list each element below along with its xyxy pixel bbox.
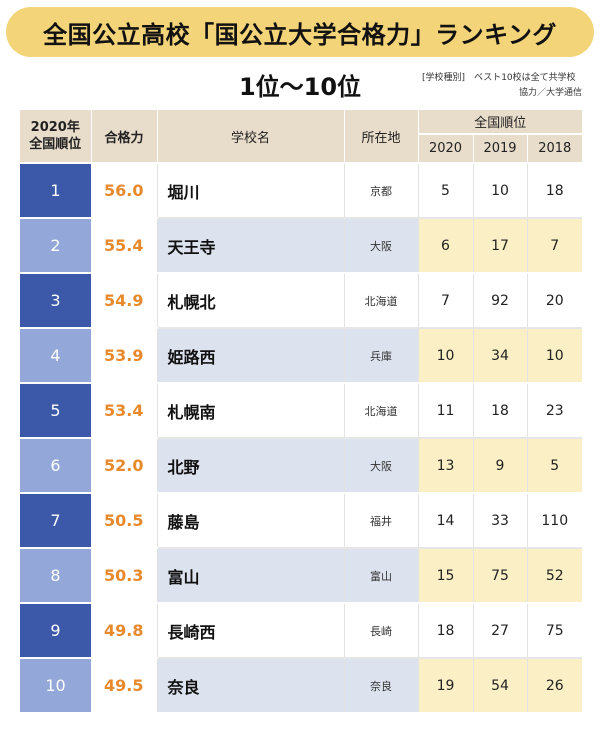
- location-cell: 兵庫: [343, 328, 418, 384]
- score-cell: 52.0: [91, 438, 157, 494]
- rank-2020-cell: 7: [417, 273, 473, 329]
- location-cell: 大阪: [343, 218, 418, 274]
- location-cell: 大阪: [343, 438, 418, 494]
- score-cell: 53.4: [91, 383, 157, 439]
- rank-2018-cell: 7: [526, 218, 583, 274]
- school-name-cell: 藤島: [156, 493, 344, 549]
- rank-2018-cell: 20: [526, 273, 583, 329]
- rank-2019-cell: 9: [472, 438, 527, 494]
- table-row: 5 53.4 札幌南 北海道 11 18 23: [20, 383, 583, 439]
- header-rank-year: 2020年: [30, 120, 80, 135]
- rank-2019-cell: 33: [472, 493, 527, 549]
- rank-2019-cell: 18: [472, 383, 527, 439]
- school-name-cell: 堀川: [156, 163, 344, 219]
- header-location: 所在地: [343, 110, 418, 164]
- score-cell: 56.0: [91, 163, 157, 219]
- score-cell: 49.8: [91, 603, 157, 659]
- rank-cell: 2: [20, 218, 91, 274]
- table-row: 4 53.9 姫路西 兵庫 10 34 10: [20, 328, 583, 384]
- rank-2018-cell: 18: [526, 163, 583, 219]
- header-years-row: 2020 2019 2018: [20, 134, 583, 164]
- rank-2020-cell: 10: [417, 328, 473, 384]
- table-row: 8 50.3 富山 富山 15 75 52: [20, 548, 583, 604]
- rank-cell: 3: [20, 273, 91, 329]
- ranking-table: 2020年 全国順位 合格力 学校名 所在地 全国順位 2020 2019 20…: [20, 110, 583, 714]
- rank-2019-cell: 17: [472, 218, 527, 274]
- score-cell: 49.5: [91, 658, 157, 714]
- table-row: 7 50.5 藤島 福井 14 33 110: [20, 493, 583, 549]
- rank-2019-cell: 10: [472, 163, 527, 219]
- header-score: 合格力: [90, 110, 157, 164]
- rank-2020-cell: 6: [417, 218, 473, 274]
- rank-2018-cell: 5: [526, 438, 583, 494]
- rank-cell: 6: [20, 438, 91, 494]
- rank-cell: 10: [20, 658, 91, 714]
- rank-cell: 8: [20, 548, 91, 604]
- header-2020-rank: 2020年 全国順位: [20, 110, 91, 164]
- location-cell: 北海道: [343, 383, 418, 439]
- header-year-2018: 2018: [526, 134, 583, 164]
- table-row: 6 52.0 北野 大阪 13 9 5: [20, 438, 583, 494]
- score-cell: 54.9: [91, 273, 157, 329]
- rank-2020-cell: 13: [417, 438, 473, 494]
- school-name-cell: 富山: [156, 548, 344, 604]
- score-cell: 50.5: [91, 493, 157, 549]
- rank-2020-cell: 18: [417, 603, 473, 659]
- header-national-rank: 全国順位: [417, 110, 583, 135]
- table-row: 2 55.4 天王寺 大阪 6 17 7: [20, 218, 583, 274]
- location-cell: 福井: [343, 493, 418, 549]
- header-year-2020: 2020: [417, 134, 473, 164]
- rank-2019-cell: 92: [472, 273, 527, 329]
- rank-2019-cell: 27: [472, 603, 527, 659]
- rank-2020-cell: 14: [417, 493, 473, 549]
- location-cell: 京都: [343, 163, 418, 219]
- school-name-cell: 姫路西: [156, 328, 344, 384]
- school-name-cell: 北野: [156, 438, 344, 494]
- rank-cell: 4: [20, 328, 91, 384]
- school-name-cell: 奈良: [156, 658, 344, 714]
- note-school-type: [学校種別] ベスト10校は全て共学校: [422, 73, 576, 83]
- location-cell: 北海道: [343, 273, 418, 329]
- location-cell: 奈良: [343, 658, 418, 714]
- rank-2018-cell: 110: [526, 493, 583, 549]
- rank-2020-cell: 15: [417, 548, 473, 604]
- school-name-cell: 札幌南: [156, 383, 344, 439]
- rank-2018-cell: 52: [526, 548, 583, 604]
- table-row: 10 49.5 奈良 奈良 19 54 26: [20, 658, 583, 714]
- header-school-name: 学校名: [156, 110, 344, 164]
- score-cell: 53.9: [91, 328, 157, 384]
- table-row: 9 49.8 長崎西 長崎 18 27 75: [20, 603, 583, 659]
- rank-2020-cell: 5: [417, 163, 473, 219]
- rank-cell: 9: [20, 603, 91, 659]
- rank-2019-cell: 54: [472, 658, 527, 714]
- table-row: 3 54.9 札幌北 北海道 7 92 20: [20, 273, 583, 329]
- page-title: 全国公立高校「国公立大学合格力」ランキング: [43, 20, 557, 49]
- source-note: [学校種別] ベスト10校は全て共学校 協力／大学通信: [422, 71, 592, 101]
- location-cell: 富山: [343, 548, 418, 604]
- table-row: 1 56.0 堀川 京都 5 10 18: [20, 163, 583, 219]
- rank-cell: 7: [20, 493, 91, 549]
- school-name-cell: 天王寺: [156, 218, 344, 274]
- rank-2018-cell: 26: [526, 658, 583, 714]
- school-name-cell: 長崎西: [156, 603, 344, 659]
- rank-2018-cell: 10: [526, 328, 583, 384]
- rank-2020-cell: 19: [417, 658, 473, 714]
- header-rank-label: 全国順位: [29, 137, 82, 152]
- rank-cell: 1: [20, 163, 91, 219]
- rank-2018-cell: 23: [526, 383, 583, 439]
- page-subtitle: 1位〜10位: [238, 73, 362, 101]
- rank-2019-cell: 34: [472, 328, 527, 384]
- note-cooperation: 協力／大学通信: [519, 88, 583, 98]
- score-cell: 50.3: [91, 548, 157, 604]
- rank-2018-cell: 75: [526, 603, 583, 659]
- rank-cell: 5: [20, 383, 91, 439]
- score-cell: 55.4: [91, 218, 157, 274]
- rank-2019-cell: 75: [472, 548, 527, 604]
- school-name-cell: 札幌北: [156, 273, 344, 329]
- location-cell: 長崎: [343, 603, 418, 659]
- header-year-2019: 2019: [472, 134, 527, 164]
- rank-2020-cell: 11: [417, 383, 473, 439]
- header-row: 2020年 全国順位 合格力 学校名 所在地 全国順位: [20, 110, 583, 164]
- title-banner: 全国公立高校「国公立大学合格力」ランキング: [6, 7, 594, 57]
